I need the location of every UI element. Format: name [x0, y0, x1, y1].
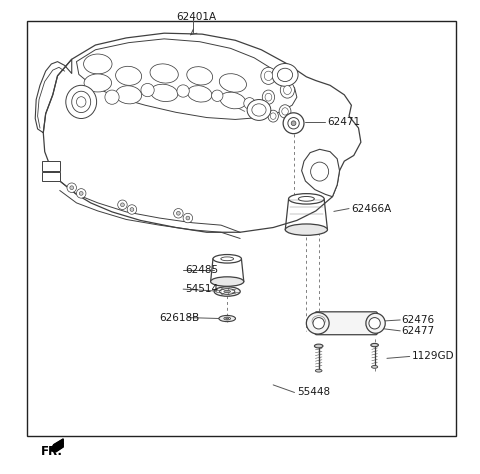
- Circle shape: [127, 205, 137, 214]
- Ellipse shape: [116, 86, 142, 104]
- Ellipse shape: [279, 105, 291, 118]
- Circle shape: [244, 98, 255, 109]
- Ellipse shape: [220, 289, 235, 294]
- Ellipse shape: [288, 194, 324, 204]
- Ellipse shape: [314, 344, 323, 348]
- Ellipse shape: [282, 108, 288, 115]
- Text: 55448: 55448: [297, 387, 330, 398]
- Circle shape: [76, 189, 86, 198]
- Circle shape: [212, 90, 223, 101]
- Text: 62471: 62471: [328, 117, 361, 128]
- Ellipse shape: [252, 104, 266, 116]
- Text: 1129GD: 1129GD: [411, 351, 454, 362]
- Circle shape: [120, 203, 124, 207]
- Circle shape: [141, 83, 154, 97]
- Ellipse shape: [66, 85, 96, 118]
- Ellipse shape: [366, 313, 385, 333]
- Ellipse shape: [213, 255, 241, 263]
- Circle shape: [130, 208, 134, 211]
- Circle shape: [369, 318, 380, 329]
- Polygon shape: [301, 149, 339, 197]
- Text: 62401A: 62401A: [176, 11, 216, 22]
- Ellipse shape: [277, 68, 293, 82]
- Polygon shape: [43, 33, 361, 232]
- Ellipse shape: [280, 82, 295, 98]
- Circle shape: [313, 318, 324, 329]
- Ellipse shape: [76, 97, 86, 107]
- Ellipse shape: [151, 84, 178, 101]
- Text: 62477: 62477: [401, 326, 434, 336]
- Circle shape: [79, 191, 83, 195]
- Ellipse shape: [84, 74, 111, 92]
- Text: 54514: 54514: [185, 284, 218, 294]
- Text: FR.: FR.: [41, 445, 63, 458]
- Circle shape: [283, 113, 304, 134]
- Ellipse shape: [211, 277, 244, 286]
- Ellipse shape: [372, 365, 378, 368]
- Text: 62476: 62476: [401, 315, 434, 325]
- Ellipse shape: [84, 54, 112, 74]
- Ellipse shape: [226, 318, 228, 319]
- Circle shape: [186, 216, 190, 220]
- Ellipse shape: [261, 67, 276, 84]
- Circle shape: [118, 200, 127, 210]
- Circle shape: [288, 118, 299, 129]
- Circle shape: [174, 209, 183, 218]
- Ellipse shape: [264, 71, 273, 81]
- Circle shape: [177, 211, 180, 215]
- Circle shape: [105, 90, 119, 104]
- Circle shape: [67, 183, 76, 192]
- Ellipse shape: [268, 110, 278, 122]
- Ellipse shape: [272, 64, 298, 86]
- Ellipse shape: [224, 317, 230, 320]
- Ellipse shape: [116, 66, 142, 85]
- Ellipse shape: [224, 290, 230, 292]
- Ellipse shape: [315, 369, 322, 372]
- Ellipse shape: [214, 287, 240, 296]
- Ellipse shape: [285, 224, 327, 235]
- Polygon shape: [50, 439, 63, 452]
- Ellipse shape: [220, 92, 246, 109]
- Ellipse shape: [306, 312, 329, 334]
- Circle shape: [177, 85, 189, 97]
- Ellipse shape: [265, 93, 272, 101]
- Ellipse shape: [299, 197, 314, 201]
- Ellipse shape: [219, 316, 236, 321]
- Ellipse shape: [270, 113, 276, 119]
- Text: 62466A: 62466A: [351, 203, 392, 214]
- Text: 62485: 62485: [185, 265, 218, 275]
- Circle shape: [70, 186, 73, 190]
- Ellipse shape: [187, 67, 213, 85]
- Ellipse shape: [221, 257, 234, 261]
- Ellipse shape: [311, 162, 329, 181]
- Text: 62618B: 62618B: [159, 312, 200, 323]
- Ellipse shape: [247, 100, 271, 120]
- Circle shape: [291, 121, 296, 126]
- FancyBboxPatch shape: [315, 312, 377, 335]
- Ellipse shape: [284, 86, 291, 94]
- Ellipse shape: [150, 64, 178, 83]
- Polygon shape: [42, 172, 60, 181]
- Bar: [27, 21, 456, 436]
- Polygon shape: [76, 39, 297, 119]
- Circle shape: [183, 213, 192, 223]
- Ellipse shape: [219, 73, 246, 92]
- Ellipse shape: [371, 343, 378, 347]
- Ellipse shape: [188, 86, 212, 102]
- Ellipse shape: [262, 90, 275, 104]
- Polygon shape: [42, 161, 60, 171]
- Ellipse shape: [72, 91, 91, 113]
